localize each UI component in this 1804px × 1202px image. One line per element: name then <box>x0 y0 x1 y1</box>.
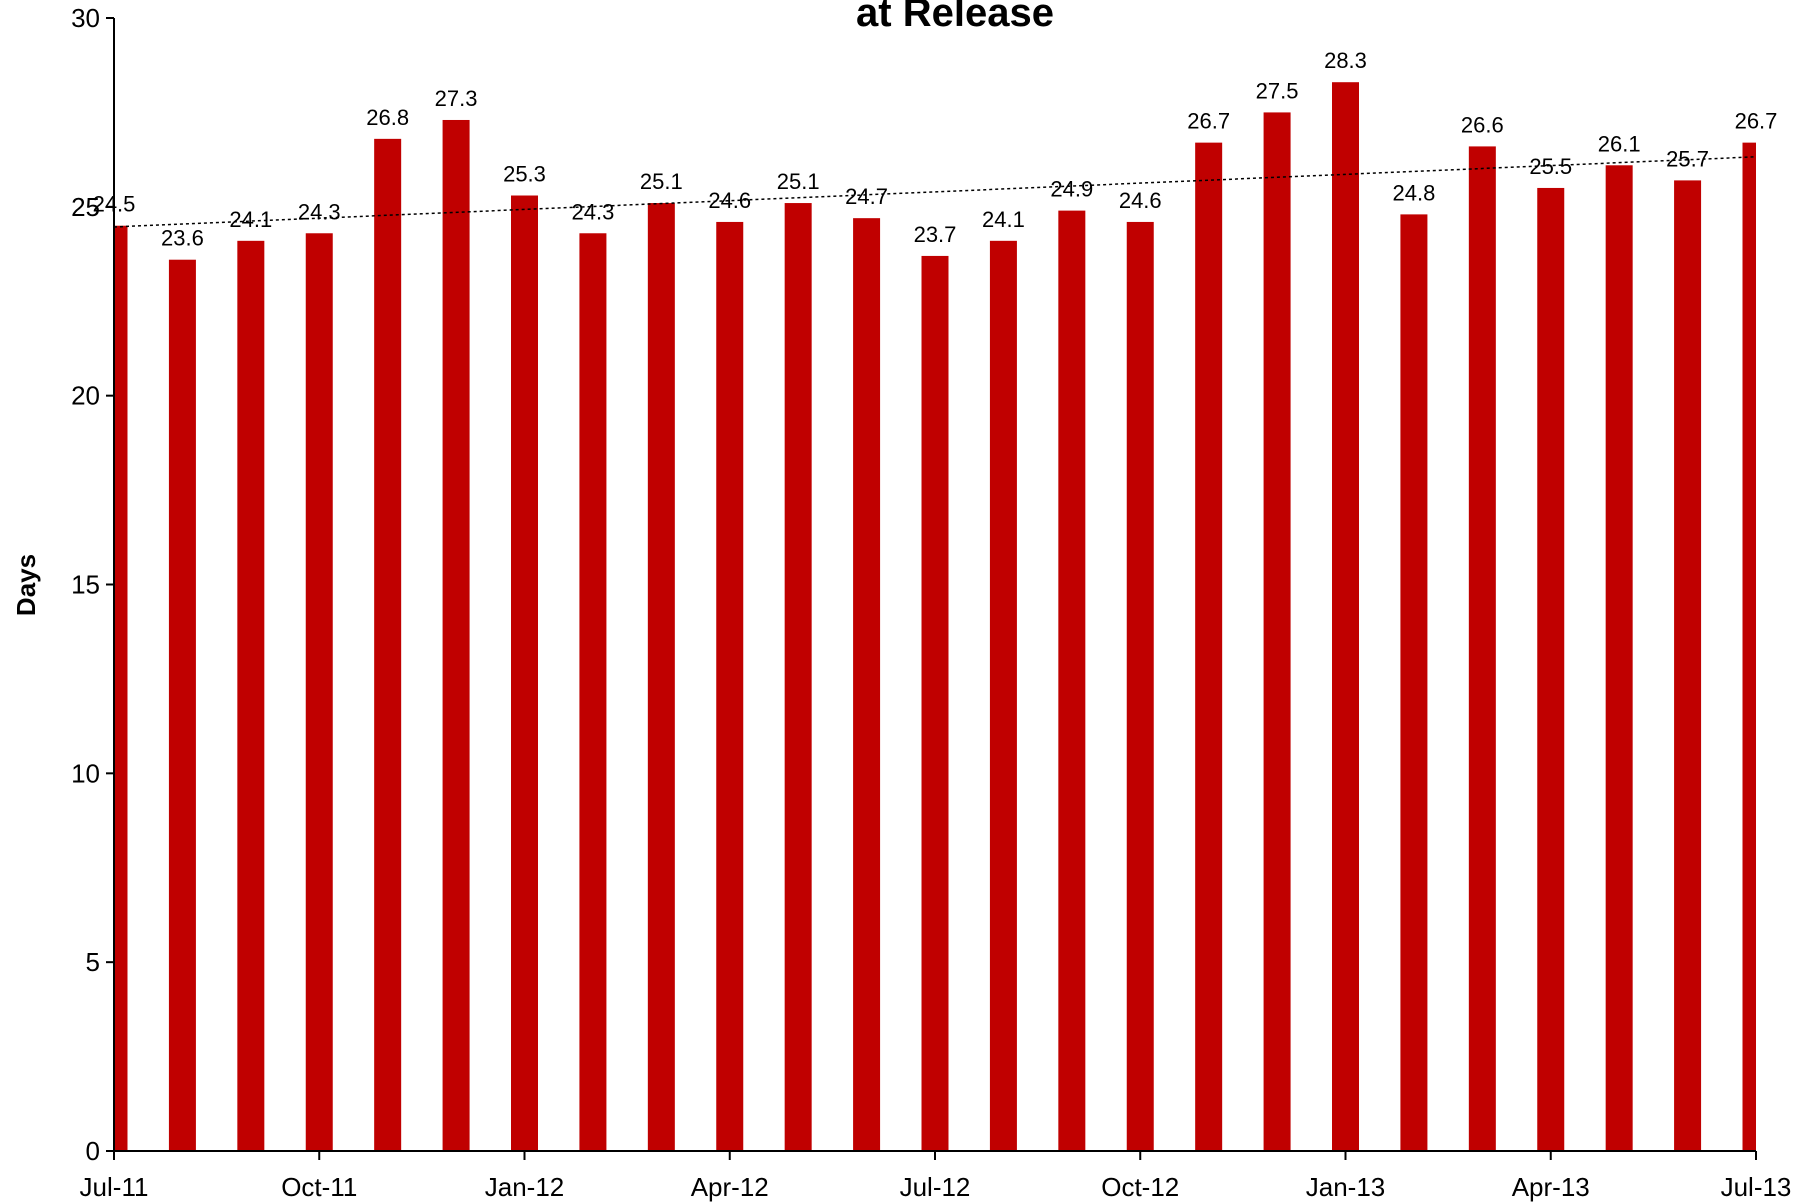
data-label: 24.1 <box>982 207 1025 232</box>
bars <box>114 82 1756 1152</box>
y-tick-label: 5 <box>86 947 100 977</box>
y-tick-label: 15 <box>71 570 100 600</box>
data-label: 26.8 <box>366 105 409 130</box>
bar <box>168 259 196 1151</box>
x-tick-label: Jul-13 <box>1721 1172 1792 1202</box>
bar <box>921 255 949 1151</box>
data-label: 27.5 <box>1256 78 1299 103</box>
y-axis-title: Days <box>11 554 41 616</box>
bar <box>114 225 128 1151</box>
data-label: 26.1 <box>1598 131 1641 156</box>
x-tick-label: Jan-13 <box>1306 1172 1386 1202</box>
data-label: 28.3 <box>1324 48 1367 73</box>
bar <box>1605 165 1633 1152</box>
bar <box>647 203 675 1152</box>
x-axis: Jul-11 Oct-11 Jan-12 Apr-12 Jul-12 Oct-12 Jan-… <box>80 1151 1792 1202</box>
data-label: 24.7 <box>845 184 888 209</box>
data-label: 23.7 <box>914 222 957 247</box>
data-label: 27.3 <box>435 86 478 111</box>
x-tick-label: Apr-13 <box>1512 1172 1590 1202</box>
bar <box>1195 142 1223 1151</box>
bar <box>374 138 402 1151</box>
bar <box>1742 142 1756 1151</box>
x-tick-label: Jul-12 <box>900 1172 971 1202</box>
x-tick-label: Jul-11 <box>80 1172 149 1202</box>
x-tick-label: Oct-12 <box>1101 1172 1179 1202</box>
bar <box>1058 210 1086 1152</box>
data-label: 24.6 <box>1119 188 1162 213</box>
trendline <box>113 156 1757 228</box>
data-label: 23.6 <box>161 226 204 251</box>
bar <box>579 233 607 1151</box>
data-label: 25.3 <box>503 162 546 187</box>
bar <box>1263 112 1291 1152</box>
bar <box>716 221 744 1151</box>
x-tick-label: Oct-11 <box>281 1172 357 1202</box>
bar <box>1400 214 1428 1152</box>
bar <box>1674 180 1702 1151</box>
bar <box>511 195 538 1152</box>
bar <box>305 233 333 1151</box>
x-tick-label: Apr-12 <box>691 1172 769 1202</box>
data-label: 25.1 <box>640 169 683 194</box>
bar <box>1537 187 1565 1151</box>
data-label: 26.7 <box>1735 109 1778 134</box>
bar <box>853 218 881 1151</box>
bar <box>989 240 1017 1151</box>
bar <box>1332 82 1359 1151</box>
y-axis: 0 5 10 15 20 25 30 <box>71 3 114 1166</box>
bar <box>784 203 812 1152</box>
bar <box>442 119 470 1152</box>
data-label: 25.1 <box>777 169 820 194</box>
chart-title: at Release <box>856 0 1054 35</box>
y-tick-label: 20 <box>71 381 100 411</box>
data-labels: 24.523.624.1 24.326.827.325.324.325.124.6… <box>93 48 1778 251</box>
bar <box>1468 146 1496 1151</box>
data-label: 24.3 <box>572 199 615 224</box>
data-label: 24.9 <box>1050 177 1093 202</box>
data-label: 24.3 <box>298 199 341 224</box>
bar <box>237 240 265 1151</box>
data-label: 25.7 <box>1666 146 1709 171</box>
x-tick-label: Jan-12 <box>485 1172 565 1202</box>
data-label: 26.6 <box>1461 112 1504 137</box>
bar <box>1126 221 1154 1151</box>
y-tick-label: 10 <box>71 758 100 788</box>
y-tick-label: 0 <box>86 1136 100 1166</box>
y-tick-label: 25 <box>71 192 100 222</box>
y-tick-label: 30 <box>71 3 100 33</box>
data-label: 26.7 <box>1187 109 1230 134</box>
data-label: 24.8 <box>1393 180 1436 205</box>
trendline-path <box>113 156 1757 228</box>
data-label: 24.1 <box>229 207 272 232</box>
